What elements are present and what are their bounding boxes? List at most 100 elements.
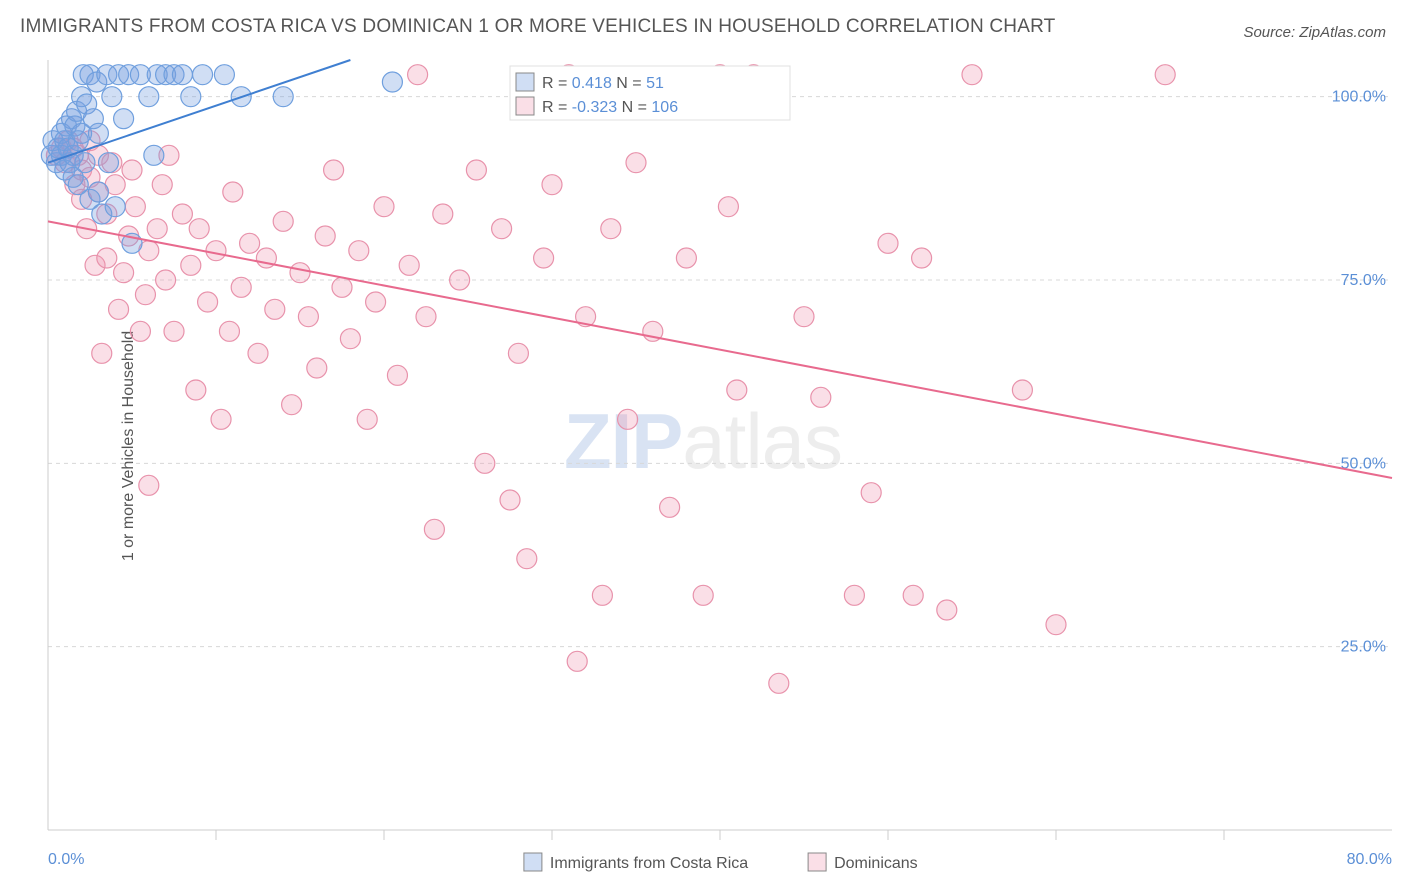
chart-container: IMMIGRANTS FROM COSTA RICA VS DOMINICAN … (0, 0, 1406, 892)
data-point (811, 387, 831, 407)
data-point (193, 65, 213, 85)
data-point (416, 307, 436, 327)
data-point (265, 299, 285, 319)
legend-swatch (808, 853, 826, 871)
data-point (508, 343, 528, 363)
data-point (109, 299, 129, 319)
data-point (135, 285, 155, 305)
data-point (912, 248, 932, 268)
data-point (727, 380, 747, 400)
data-point (125, 197, 145, 217)
data-point (315, 226, 335, 246)
data-point (466, 160, 486, 180)
data-point (181, 87, 201, 107)
x-tick-label: 80.0% (1347, 851, 1392, 868)
data-point (88, 123, 108, 143)
data-point (130, 321, 150, 341)
data-point (424, 519, 444, 539)
y-tick-label: 25.0% (1341, 639, 1386, 656)
data-point (307, 358, 327, 378)
data-point (718, 197, 738, 217)
data-point (248, 343, 268, 363)
data-point (382, 72, 402, 92)
data-point (962, 65, 982, 85)
data-point (186, 380, 206, 400)
stats-legend-row: R = -0.323 N = 106 (542, 99, 678, 116)
legend-label: Immigrants from Costa Rica (550, 855, 748, 872)
data-point (534, 248, 554, 268)
data-point (601, 219, 621, 239)
data-point (399, 255, 419, 275)
data-point (769, 673, 789, 693)
x-tick-label: 0.0% (48, 851, 84, 868)
data-point (172, 65, 192, 85)
data-point (172, 204, 192, 224)
data-point (156, 270, 176, 290)
data-point (282, 395, 302, 415)
data-point (567, 651, 587, 671)
data-point (332, 277, 352, 297)
data-point (450, 270, 470, 290)
data-point (357, 409, 377, 429)
data-point (387, 365, 407, 385)
data-point (240, 233, 260, 253)
data-point (374, 197, 394, 217)
data-point (324, 160, 344, 180)
data-point (97, 248, 117, 268)
data-point (273, 87, 293, 107)
data-point (676, 248, 696, 268)
data-point (114, 263, 134, 283)
data-point (1155, 65, 1175, 85)
data-point (592, 585, 612, 605)
data-point (903, 585, 923, 605)
data-point (214, 65, 234, 85)
data-point (542, 175, 562, 195)
data-point (75, 153, 95, 173)
y-tick-label: 75.0% (1341, 272, 1386, 289)
data-point (618, 409, 638, 429)
data-point (98, 153, 118, 173)
data-point (206, 241, 226, 261)
data-point (88, 182, 108, 202)
data-point (223, 182, 243, 202)
data-point (1046, 615, 1066, 635)
data-point (139, 87, 159, 107)
data-point (231, 277, 251, 297)
data-point (139, 475, 159, 495)
data-point (1012, 380, 1032, 400)
data-point (181, 255, 201, 275)
data-point (433, 204, 453, 224)
data-point (114, 109, 134, 129)
scatter-plot: 25.0%50.0%75.0%100.0%0.0%80.0%R = 0.418 … (0, 0, 1406, 892)
data-point (340, 329, 360, 349)
data-point (273, 211, 293, 231)
data-point (198, 292, 218, 312)
legend-swatch (516, 73, 534, 91)
data-point (878, 233, 898, 253)
data-point (152, 175, 172, 195)
data-point (844, 585, 864, 605)
y-tick-label: 100.0% (1332, 89, 1386, 106)
legend-swatch (524, 853, 542, 871)
data-point (349, 241, 369, 261)
legend-swatch (516, 97, 534, 115)
data-point (147, 219, 167, 239)
data-point (693, 585, 713, 605)
data-point (211, 409, 231, 429)
data-point (102, 87, 122, 107)
data-point (626, 153, 646, 173)
data-point (92, 343, 112, 363)
data-point (500, 490, 520, 510)
data-point (861, 483, 881, 503)
data-point (408, 65, 428, 85)
data-point (164, 321, 184, 341)
data-point (660, 497, 680, 517)
data-point (122, 160, 142, 180)
data-point (298, 307, 318, 327)
data-point (189, 219, 209, 239)
data-point (517, 549, 537, 569)
data-point (366, 292, 386, 312)
data-point (475, 453, 495, 473)
data-point (144, 145, 164, 165)
data-point (290, 263, 310, 283)
